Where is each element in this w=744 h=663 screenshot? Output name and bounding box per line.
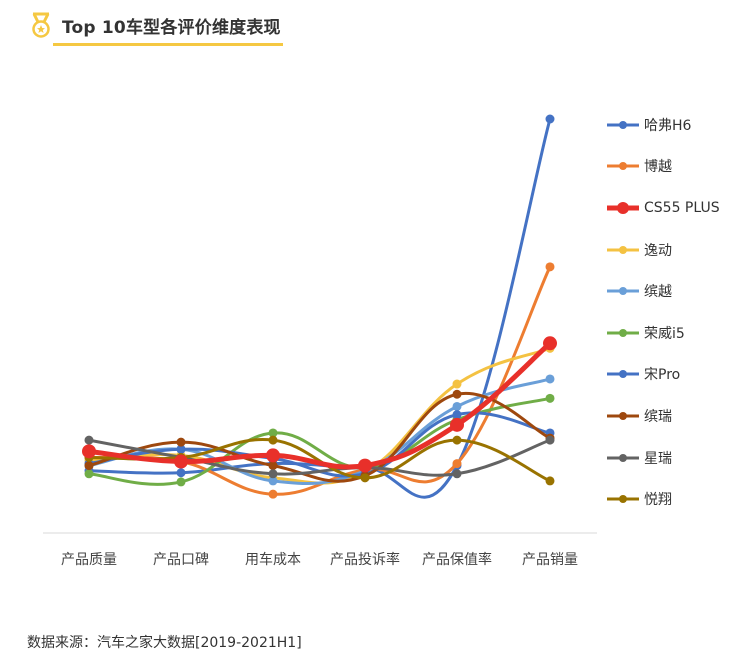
data-point — [545, 374, 555, 384]
data-point — [174, 454, 188, 469]
legend-label: 宋Pro — [644, 367, 681, 384]
data-point — [82, 444, 96, 459]
legend-label: 缤越 — [644, 284, 672, 301]
data-point — [450, 417, 464, 432]
legend-marker-icon — [607, 453, 639, 462]
legend-item: 逸动 — [606, 229, 720, 271]
data-point — [176, 477, 186, 487]
data-point — [268, 428, 278, 438]
data-point — [452, 379, 462, 389]
legend-item: 缤瑞 — [606, 395, 720, 437]
medal-icon — [32, 12, 50, 38]
legend-label: 荣威i5 — [644, 325, 685, 342]
data-point — [360, 473, 370, 483]
data-point — [543, 336, 557, 351]
legend-item: 哈弗H6 — [606, 104, 720, 146]
data-point — [452, 410, 462, 420]
legend-item: 悦翔 — [606, 478, 720, 520]
data-point — [176, 468, 186, 478]
legend-marker-icon — [607, 245, 639, 254]
legend-marker-icon — [607, 162, 639, 171]
data-point — [268, 469, 278, 479]
chart-legend: 哈弗H6 博越 CS55 PLUS 逸动缤越荣威i5 宋Pro 缤瑞星瑞悦翔 — [606, 104, 720, 520]
data-point — [268, 476, 278, 486]
data-point — [545, 476, 555, 486]
data-point — [176, 444, 186, 454]
legend-marker-icon — [607, 287, 639, 296]
legend-item: 星瑞 — [606, 437, 720, 479]
x-axis-label: 用车成本 — [245, 552, 301, 568]
legend-label: 逸动 — [644, 242, 672, 259]
data-point — [452, 435, 462, 445]
data-point — [84, 469, 94, 479]
legend-label: 缤瑞 — [644, 408, 672, 425]
chart-header: Top 10车型各评价维度表现 — [30, 12, 281, 38]
x-axis-label: 产品投诉率 — [330, 552, 400, 568]
series-2 — [82, 336, 557, 473]
data-point — [268, 461, 278, 471]
data-point — [452, 389, 462, 399]
legend-item: 缤越 — [606, 270, 720, 312]
legend-item: 宋Pro — [606, 354, 720, 396]
chart-title: Top 10车型各评价维度表现 — [62, 17, 281, 38]
data-point — [268, 489, 278, 499]
legend-label: CS55 PLUS — [644, 199, 720, 216]
data-point — [452, 459, 462, 469]
data-point — [176, 437, 186, 447]
legend-item: 荣威i5 — [606, 312, 720, 354]
data-point — [84, 461, 94, 471]
data-point — [266, 448, 280, 463]
legend-item: CS55 PLUS — [606, 187, 720, 229]
x-axis-label: 产品质量 — [61, 552, 117, 568]
legend-label: 博越 — [644, 159, 672, 176]
data-point — [545, 114, 555, 124]
data-point — [358, 458, 372, 473]
data-point — [545, 435, 555, 445]
x-axis-label: 产品口碑 — [153, 552, 209, 568]
data-point — [268, 435, 278, 445]
data-point — [452, 469, 462, 479]
legend-marker-icon — [607, 370, 639, 379]
data-point — [84, 435, 94, 445]
data-source: 数据来源：汽车之家大数据[2019-2021H1] — [27, 635, 302, 651]
legend-label: 哈弗H6 — [644, 117, 692, 134]
x-axis-label: 产品保值率 — [422, 552, 492, 568]
legend-marker-icon — [607, 201, 639, 214]
legend-label: 星瑞 — [644, 450, 672, 467]
legend-marker-icon — [607, 120, 639, 129]
legend-marker-icon — [607, 495, 639, 504]
legend-marker-icon — [607, 411, 639, 420]
legend-item: 博越 — [606, 146, 720, 188]
legend-label: 悦翔 — [644, 492, 672, 509]
series-0 — [84, 114, 555, 499]
title-underline — [53, 43, 283, 46]
data-point — [545, 393, 555, 403]
x-axis-label: 产品销量 — [522, 552, 578, 568]
data-point — [545, 262, 555, 272]
data-point — [452, 401, 462, 411]
legend-marker-icon — [607, 328, 639, 337]
